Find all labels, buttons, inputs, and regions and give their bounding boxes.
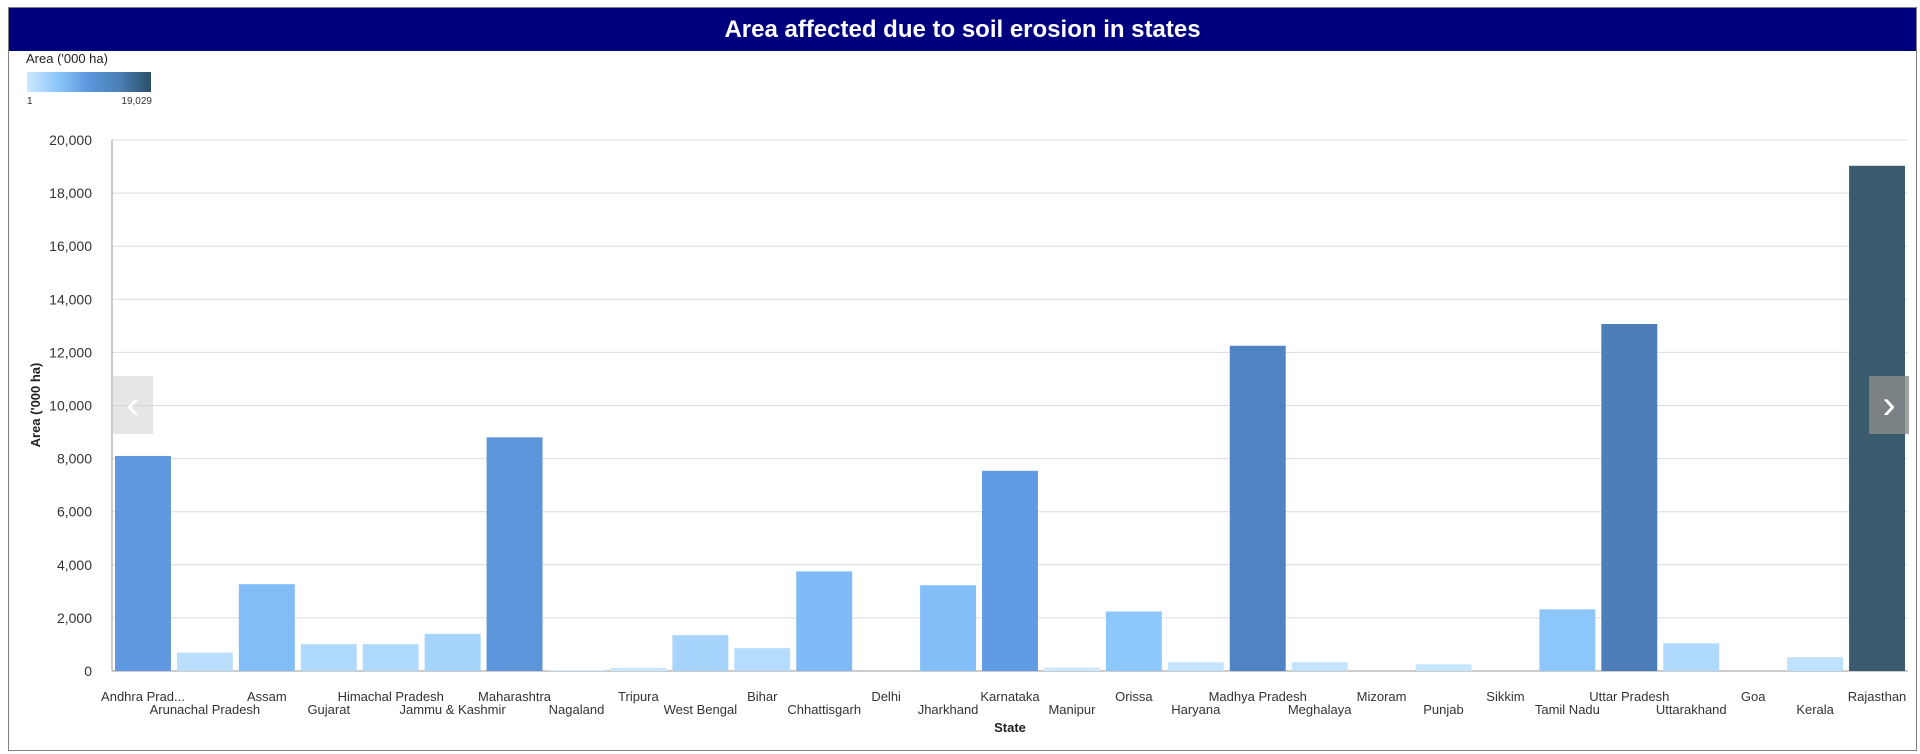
bar xyxy=(982,470,1038,671)
chevron-left-icon[interactable]: ‹ xyxy=(113,376,153,434)
y-tick-label: 6,000 xyxy=(57,504,92,520)
bar xyxy=(920,585,977,671)
bar xyxy=(610,667,667,671)
bar xyxy=(1601,323,1658,671)
x-tick-label: Andhra Prad... xyxy=(101,689,185,704)
y-tick-label: 12,000 xyxy=(49,344,92,360)
bar xyxy=(300,644,357,671)
bar xyxy=(548,670,605,671)
bar xyxy=(1105,611,1162,671)
y-tick-label: 14,000 xyxy=(49,291,92,307)
bar xyxy=(1167,662,1224,671)
y-tick-label: 16,000 xyxy=(49,238,92,254)
x-tick-label: Punjab xyxy=(1423,702,1463,717)
x-tick-label: Kerala xyxy=(1796,702,1834,717)
bar xyxy=(424,633,481,671)
x-tick-label: Tamil Nadu xyxy=(1535,702,1600,717)
x-tick-label: West Bengal xyxy=(664,702,738,717)
bar xyxy=(238,584,295,671)
bar xyxy=(734,648,791,671)
x-tick-label: Uttarakhand xyxy=(1656,702,1727,717)
x-tick-label: Haryana xyxy=(1171,702,1221,717)
bar xyxy=(1229,345,1286,671)
bar xyxy=(362,644,419,671)
x-tick-label: Delhi xyxy=(871,689,901,704)
bar xyxy=(672,635,729,671)
bar xyxy=(1787,657,1844,671)
chart-title: Area affected due to soil erosion in sta… xyxy=(9,8,1916,51)
x-tick-label: Jharkhand xyxy=(918,702,979,717)
x-tick-label: Maharashtra xyxy=(478,689,552,704)
x-tick-label: Chhattisgarh xyxy=(787,702,861,717)
legend-max-label: 19,029 xyxy=(121,96,152,107)
y-tick-label: 2,000 xyxy=(57,610,92,626)
legend-min-label: 1 xyxy=(27,96,33,107)
x-tick-label: Jammu & Kashmir xyxy=(400,702,507,717)
y-tick-label: 0 xyxy=(84,663,92,679)
y-tick-label: 4,000 xyxy=(57,557,92,573)
chevron-right-icon[interactable]: › xyxy=(1869,376,1909,434)
x-tick-label: Nagaland xyxy=(549,702,605,717)
x-tick-label: Orissa xyxy=(1115,689,1153,704)
bar xyxy=(176,652,233,671)
bar xyxy=(796,571,853,671)
x-tick-label: Bihar xyxy=(747,689,778,704)
y-tick-label: 8,000 xyxy=(57,451,92,467)
legend-title: Area ('000 ha) xyxy=(26,51,108,66)
x-tick-label: Goa xyxy=(1741,689,1766,704)
x-axis-title: State xyxy=(994,720,1026,735)
legend-color-scale xyxy=(27,72,151,92)
y-tick-label: 20,000 xyxy=(49,132,92,148)
x-tick-label: Mizoram xyxy=(1357,689,1407,704)
bar xyxy=(1415,664,1472,671)
bar xyxy=(1043,667,1100,671)
y-tick-label: 18,000 xyxy=(49,185,92,201)
x-tick-label: Tripura xyxy=(618,689,659,704)
x-tick-label: Meghalaya xyxy=(1288,702,1352,717)
x-tick-label: Himachal Pradesh xyxy=(338,689,444,704)
x-tick-label: Uttar Pradesh xyxy=(1589,689,1669,704)
x-tick-label: Rajasthan xyxy=(1848,689,1907,704)
x-tick-label: Assam xyxy=(247,689,287,704)
x-tick-label: Sikkim xyxy=(1486,689,1524,704)
bar xyxy=(486,437,543,671)
x-tick-label: Arunachal Pradesh xyxy=(150,702,261,717)
bar xyxy=(1291,662,1348,671)
bar xyxy=(1539,609,1596,671)
x-tick-label: Gujarat xyxy=(307,702,350,717)
bar xyxy=(1663,643,1720,671)
bar xyxy=(115,455,171,671)
y-tick-label: 10,000 xyxy=(49,398,92,414)
y-axis-title: Area ('000 ha) xyxy=(28,363,43,448)
x-tick-label: Karnataka xyxy=(980,689,1040,704)
x-tick-label: Madhya Pradesh xyxy=(1209,689,1307,704)
x-tick-label: Manipur xyxy=(1048,702,1096,717)
